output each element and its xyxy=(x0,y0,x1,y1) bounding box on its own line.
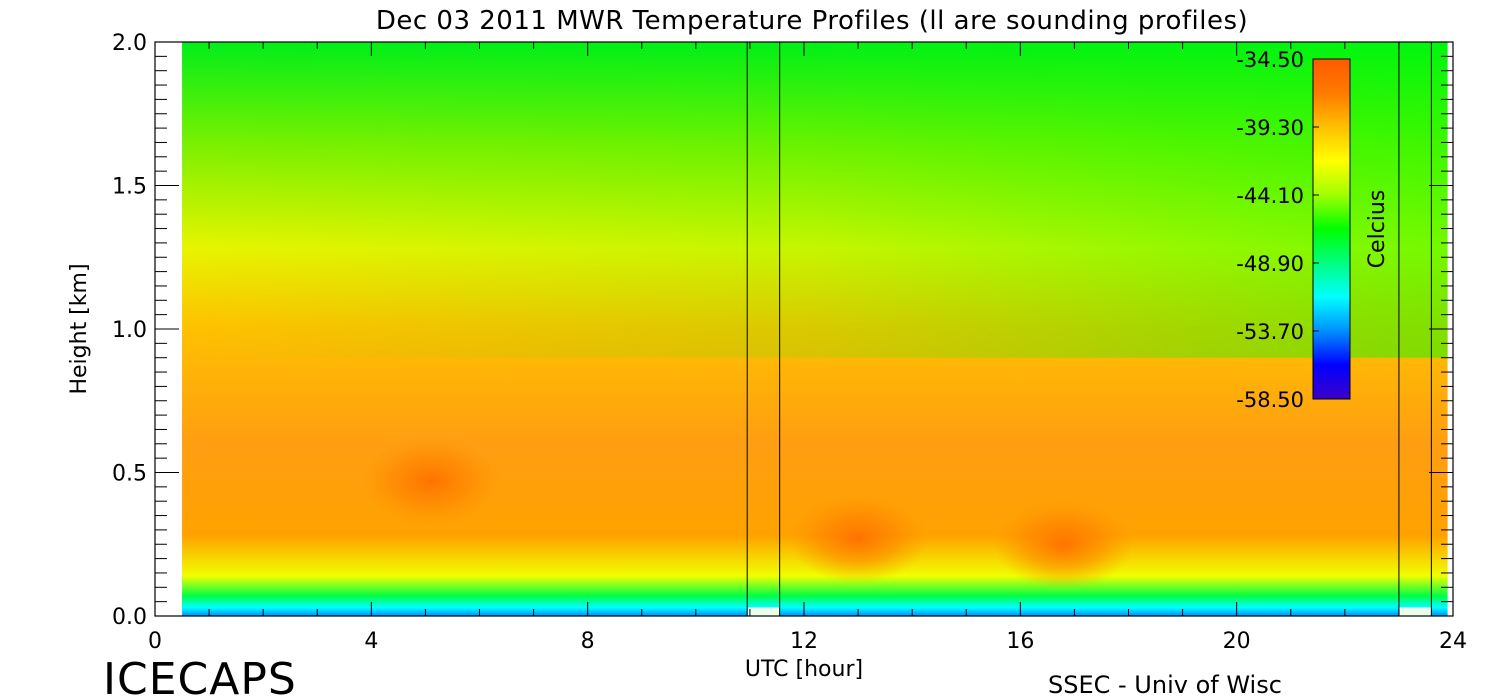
y-tick-label: 2.0 xyxy=(112,31,147,56)
warm-core xyxy=(993,499,1134,590)
y-axis-label: Height [km] xyxy=(67,263,92,394)
temperature-field xyxy=(182,42,1448,616)
x-tick-label: 8 xyxy=(581,629,595,654)
colorbar: -34.50 -39.30 -44.10 -48.90 -53.70 -58.50 xyxy=(1236,48,1351,412)
credit-text: SSEC - Univ of Wisc xyxy=(1048,671,1282,699)
colorbar-tick-label: -58.50 xyxy=(1236,388,1304,412)
temperature-field-upper-cooling xyxy=(182,42,1448,358)
colorbar-tick-label: -34.50 xyxy=(1236,48,1304,72)
colorbar-label: Celcius xyxy=(1365,190,1390,269)
x-tick-label: 20 xyxy=(1223,629,1251,654)
icecaps-logo: ICECAPS xyxy=(103,654,297,700)
colorbar-tick-label: -39.30 xyxy=(1236,116,1304,140)
sounding-surface-gap xyxy=(1398,607,1432,616)
x-axis-label: UTC [hour] xyxy=(745,657,863,682)
chart-title: Dec 03 2011 MWR Temperature Profiles (ll… xyxy=(376,6,1248,36)
axis-tick-labels: 0 4 8 12 16 20 24 0.0 0.5 1.0 1.5 2.0 xyxy=(112,31,1467,654)
y-tick-label: 1.5 xyxy=(112,175,147,200)
x-tick-label: 16 xyxy=(1006,629,1034,654)
colorbar-tick-label: -44.10 xyxy=(1236,184,1304,208)
x-tick-label: 24 xyxy=(1439,629,1467,654)
x-tick-label: 4 xyxy=(364,629,378,654)
warm-core xyxy=(360,436,501,527)
colorbar-tick-label: -53.70 xyxy=(1236,320,1304,344)
x-tick-label: 12 xyxy=(790,629,818,654)
y-tick-label: 1.0 xyxy=(112,318,147,343)
y-tick-label: 0.5 xyxy=(112,462,147,487)
x-tick-label: 0 xyxy=(148,629,162,654)
axis-ticks xyxy=(154,41,1454,617)
colorbar-scale xyxy=(1312,58,1351,400)
y-tick-label: 0.0 xyxy=(112,605,147,630)
warm-core xyxy=(788,493,929,584)
colorbar-tick-label: -48.90 xyxy=(1236,252,1304,276)
sounding-surface-gap xyxy=(747,607,780,616)
